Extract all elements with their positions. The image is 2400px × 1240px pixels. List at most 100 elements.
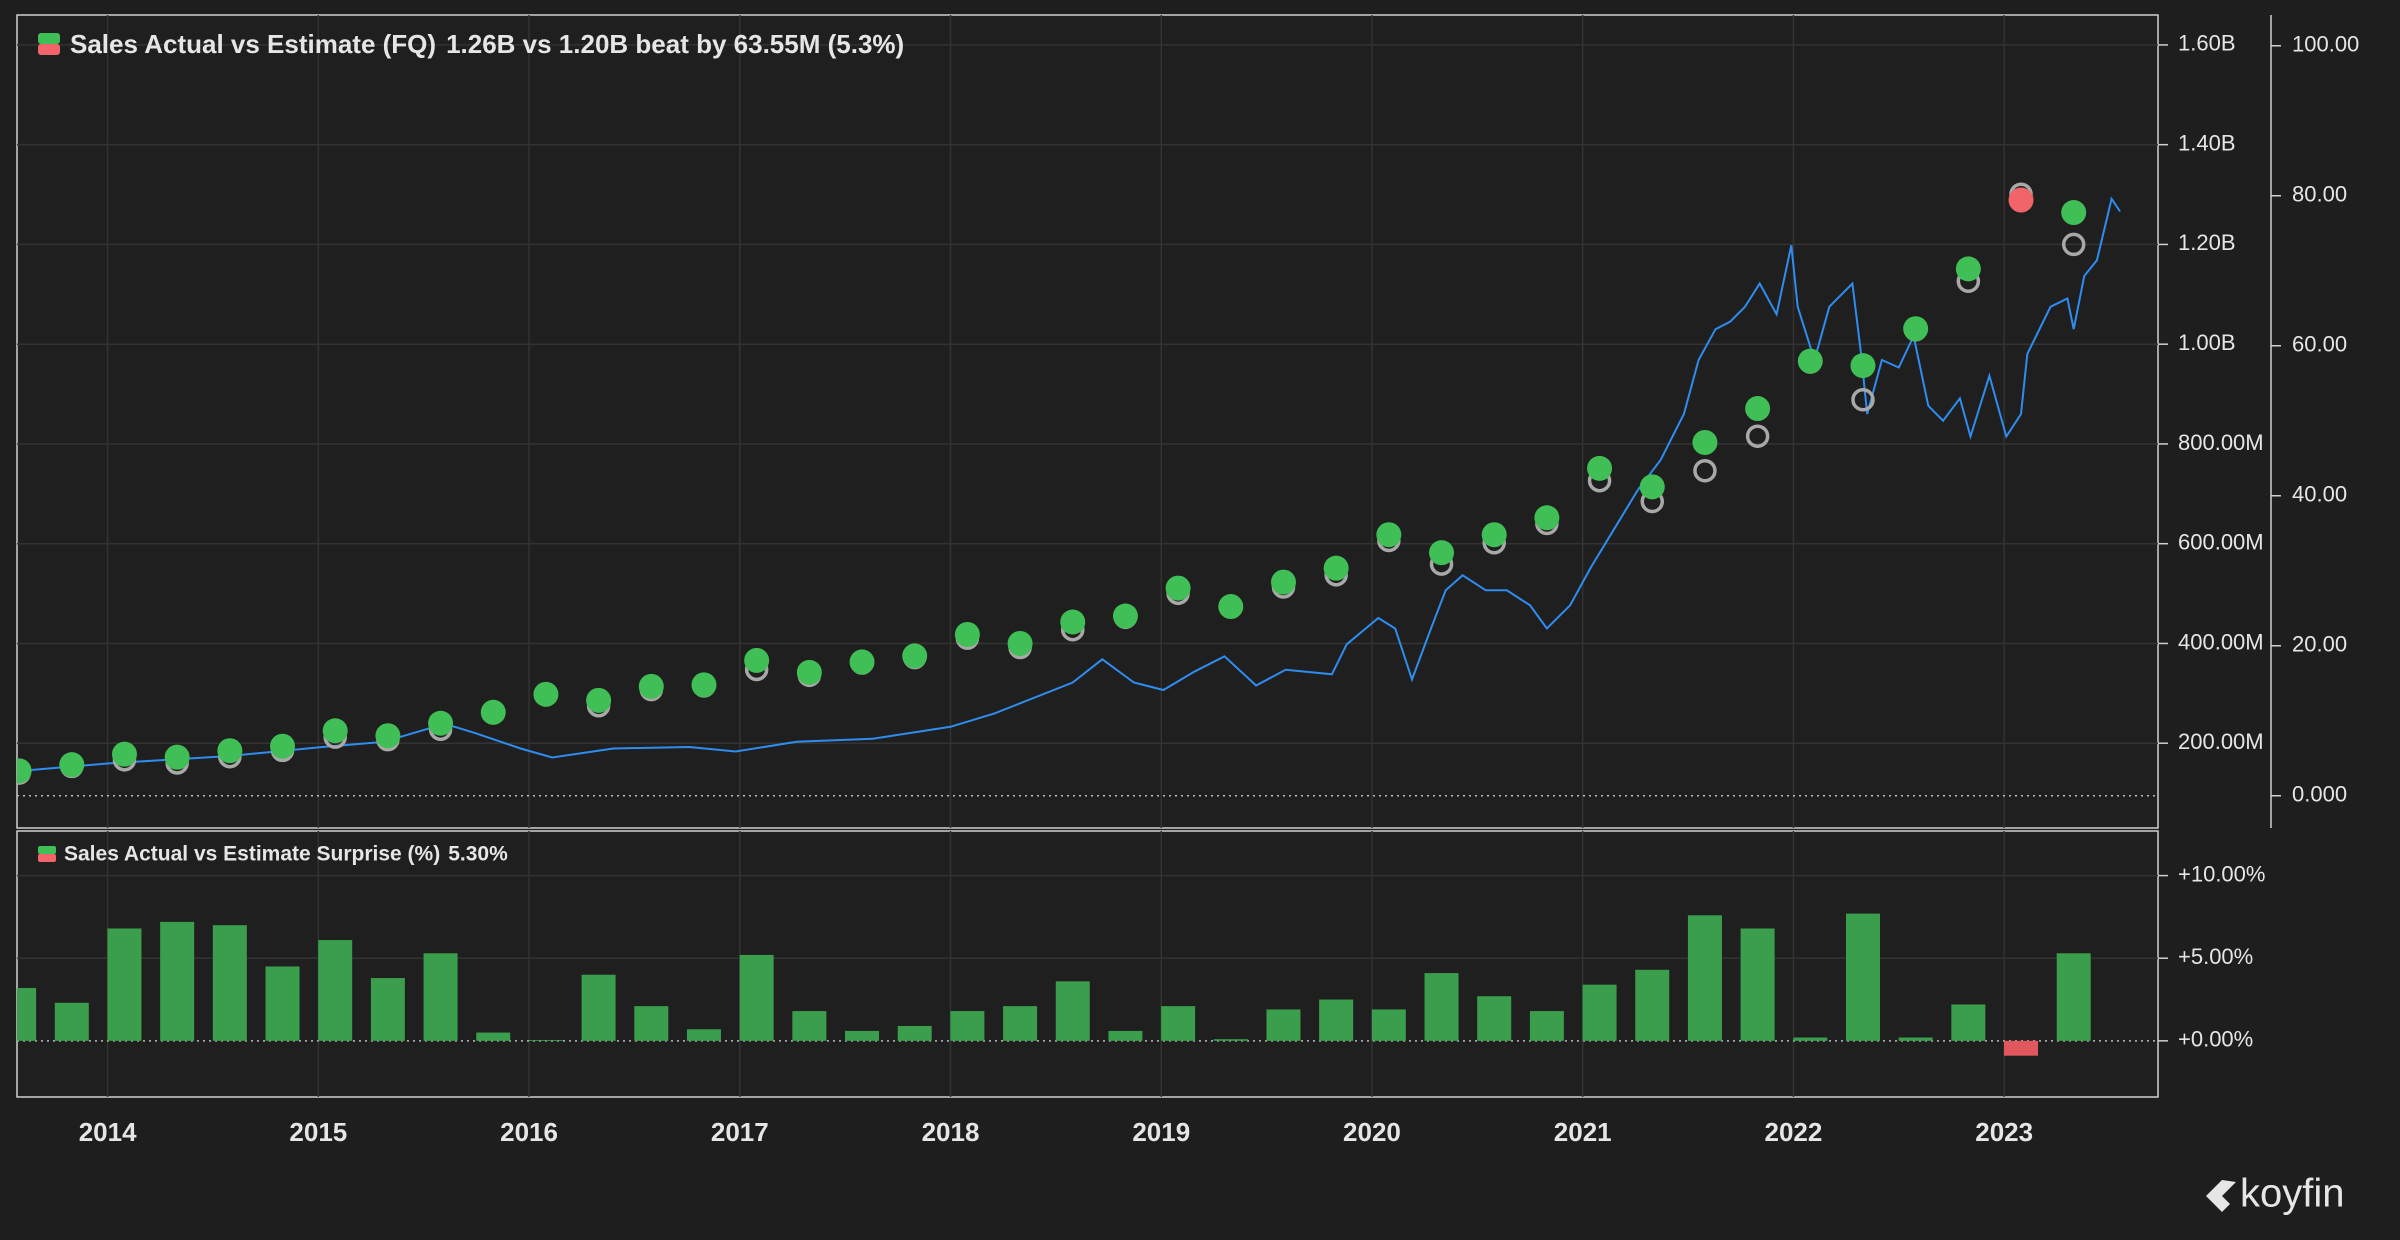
actual-dot: [1639, 474, 1665, 500]
logo-icon: [2206, 1180, 2236, 1212]
surprise-bar: [54, 1002, 89, 1041]
actual-dot: [1165, 575, 1191, 601]
actual-dot: [533, 681, 559, 707]
actual-dot: [375, 723, 401, 749]
actual-dot: [217, 738, 243, 764]
legend-icon-bottom: [38, 854, 56, 862]
top-plot: [17, 182, 2121, 785]
legend-icon-top: [38, 33, 60, 44]
marks: [17, 182, 2121, 1056]
y-tick-label: 400.00M: [2178, 629, 2264, 654]
actual-dot: [1745, 396, 1771, 422]
actual-dot: [1429, 540, 1455, 566]
x-tick-label: 2015: [289, 1117, 347, 1147]
surprise-bar: [1529, 1011, 1564, 1041]
y2-tick-label: 20.00: [2292, 632, 2347, 657]
surprise-bar: [17, 987, 37, 1041]
actual-dot: [428, 710, 454, 736]
actual-dot: [902, 643, 928, 669]
actual-dot: [111, 741, 137, 767]
y-tick-label: 1.20B: [2178, 230, 2236, 255]
surprise-bar: [1477, 996, 1512, 1041]
y-tick-label: 1.00B: [2178, 330, 2236, 355]
actual-dot: [849, 649, 875, 675]
actual-dot: [1376, 522, 1402, 548]
actual-dot: [17, 758, 32, 784]
surprise-bar: [528, 1040, 563, 1041]
legend-icon-bottom: [38, 44, 60, 55]
surprise-bar: [634, 1006, 669, 1041]
x-tick-label: 2021: [1554, 1117, 1612, 1147]
actual-dot: [1903, 316, 1929, 342]
surprise-bar: [1108, 1030, 1143, 1041]
legend-icon-top: [38, 846, 56, 854]
grid: [17, 15, 2281, 1097]
chart-subtitle: 1.26B vs 1.20B beat by 63.55M (5.3%): [446, 29, 904, 59]
surprise-bar: [686, 1029, 721, 1041]
actual-dot: [586, 687, 612, 713]
surprise-bar: [1951, 1004, 1986, 1041]
watermark: koyfin: [2240, 1172, 2345, 1216]
actual-dot: [744, 647, 770, 673]
y-tick-label: 600.00M: [2178, 530, 2264, 555]
y-tick-label: +5.00%: [2178, 944, 2253, 969]
actual-dot: [638, 673, 664, 699]
actual-dot: [1692, 429, 1718, 455]
surprise-bar: [1845, 913, 1880, 1041]
y-tick-label: +10.00%: [2178, 861, 2265, 886]
actual-dot: [1534, 505, 1560, 531]
surprise-bar: [1161, 1006, 1196, 1041]
bottom-plot: [17, 913, 2091, 1056]
surprise-bar: [107, 928, 142, 1041]
y2-tick-label: 40.00: [2292, 482, 2347, 507]
surprise-bar: [2004, 1040, 2039, 1056]
surprise-bar: [845, 1030, 880, 1041]
estimate-dot: [1693, 458, 1717, 483]
surprise-bar: [265, 966, 300, 1041]
actual-dot: [1218, 594, 1244, 620]
estimate-dot: [1745, 424, 1770, 448]
actual-dot: [1850, 353, 1876, 379]
x-tick-label: 2016: [500, 1117, 558, 1147]
surprise-bar: [160, 921, 195, 1041]
y2-tick-label: 100.00: [2292, 32, 2359, 57]
estimate-dot: [2061, 232, 2086, 257]
actual-dot: [1007, 630, 1033, 656]
top-panel: [16, 14, 2159, 829]
actual-dot: [480, 699, 506, 725]
actual-dot: [1323, 555, 1349, 581]
surprise-bar: [1635, 969, 1670, 1041]
surprise-bar: [423, 953, 458, 1041]
surprise-bar: [1582, 984, 1617, 1041]
actual-dot: [2008, 187, 2034, 213]
y-tick-label: 1.60B: [2178, 31, 2236, 56]
surprise-bar: [1793, 1037, 1828, 1041]
actual-dot: [1270, 569, 1296, 595]
actual-dot: [1587, 455, 1613, 481]
surprise-bar: [1266, 1009, 1301, 1041]
surprise-bar: [2056, 953, 2091, 1041]
actual-dot: [164, 744, 190, 770]
actual-dot: [796, 659, 822, 685]
surprise-bar: [739, 954, 774, 1041]
price-line: [19, 196, 2121, 772]
actual-dot: [270, 733, 296, 759]
x-tick-label: 2017: [711, 1117, 769, 1147]
y2-tick-label: 80.00: [2292, 182, 2347, 207]
actual-dot: [322, 718, 348, 744]
y2-tick-label: 60.00: [2292, 332, 2347, 357]
y-tick-label: 800.00M: [2178, 430, 2264, 455]
y-tick-label: +0.00%: [2178, 1027, 2253, 1052]
actual-dot: [691, 672, 717, 698]
actual-dot: [2061, 200, 2087, 226]
x-tick-label: 2023: [1975, 1117, 2033, 1147]
surprise-bar: [212, 925, 247, 1041]
surprise-bar: [1424, 973, 1459, 1041]
surprise-bar: [370, 978, 405, 1041]
x-tick-label: 2022: [1765, 1117, 1823, 1147]
x-tick-label: 2018: [922, 1117, 980, 1147]
actual-dot: [1112, 603, 1138, 629]
surprise-bar: [1055, 981, 1090, 1041]
surprise-bar: [1740, 928, 1775, 1041]
